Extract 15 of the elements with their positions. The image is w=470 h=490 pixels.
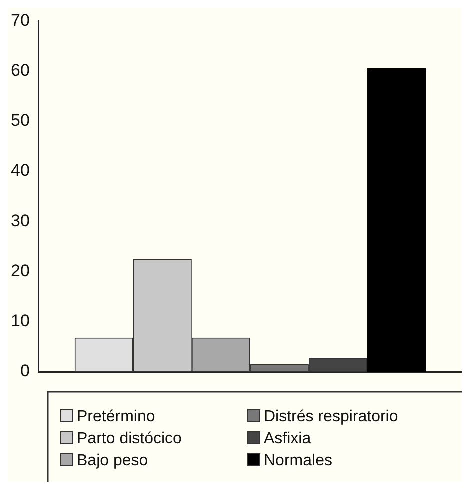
y-tick-label: 50 — [10, 111, 30, 130]
legend-label: Asfixia — [264, 430, 312, 448]
y-tick-label: 0 — [20, 362, 30, 381]
legend-label: Pretérmino — [77, 408, 156, 426]
y-tick-label: 10 — [10, 312, 30, 331]
bar — [368, 68, 426, 372]
legend-label: Normales — [264, 452, 332, 470]
y-tick-label: 30 — [10, 211, 30, 230]
legend-label: Parto distócico — [77, 430, 182, 448]
legend-label: Bajo peso — [77, 452, 148, 470]
y-tick-label: 70 — [10, 10, 30, 30]
y-tick-label: 60 — [10, 61, 30, 80]
y-tick-label: 40 — [10, 161, 30, 180]
y-tick-label: 20 — [10, 261, 30, 280]
legend-label: Distrés respiratorio — [264, 408, 398, 426]
